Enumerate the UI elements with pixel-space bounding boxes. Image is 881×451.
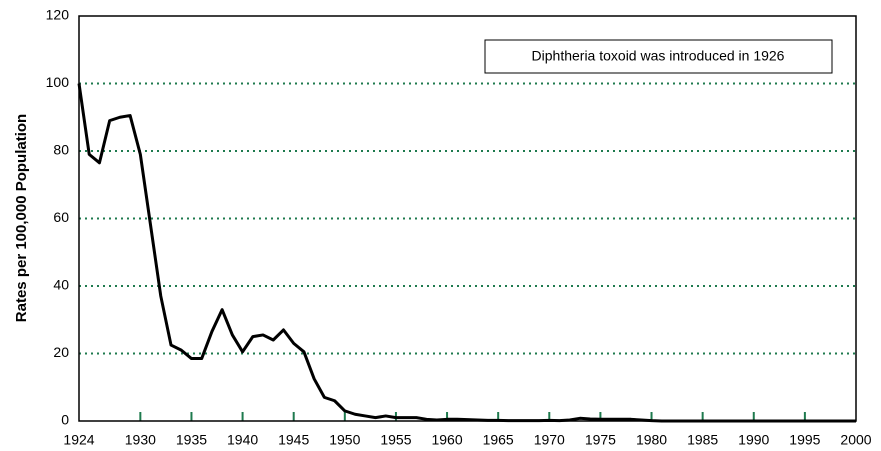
y-tick-label: 80 — [53, 142, 69, 158]
x-tick-label: 1945 — [278, 432, 309, 448]
x-tick-label: 1975 — [585, 432, 616, 448]
x-tick-label: 1940 — [227, 432, 258, 448]
x-tick-label: 1930 — [125, 432, 156, 448]
x-tick-label: 1995 — [789, 432, 820, 448]
x-tick-label: 1965 — [483, 432, 514, 448]
x-tick-label: 1950 — [329, 432, 360, 448]
y-tick-label: 120 — [46, 7, 70, 23]
annotation-box — [484, 39, 833, 74]
x-tick-label: 2000 — [840, 432, 871, 448]
y-axis-label: Rates per 100,000 Population — [13, 114, 30, 322]
x-tick-label: 1980 — [636, 432, 667, 448]
x-tick-label: 1924 — [63, 432, 94, 448]
x-tick-label: 1990 — [738, 432, 769, 448]
x-tick-label: 1935 — [176, 432, 207, 448]
data-line — [77, 83, 856, 423]
y-tick-label: 0 — [61, 412, 69, 428]
y-tick-label: 20 — [53, 344, 69, 360]
x-tick-label: 1955 — [380, 432, 411, 448]
y-tick-label: 60 — [53, 209, 69, 225]
annotation: Diphtheria toxoid was introduced in 1926 — [532, 48, 785, 64]
x-tick-label: 1985 — [687, 432, 718, 448]
x-tick-label: 1970 — [534, 432, 565, 448]
x-tick-label: 1960 — [431, 432, 462, 448]
y-tick-label: 40 — [53, 277, 69, 293]
y-tick-label: 100 — [46, 74, 70, 90]
